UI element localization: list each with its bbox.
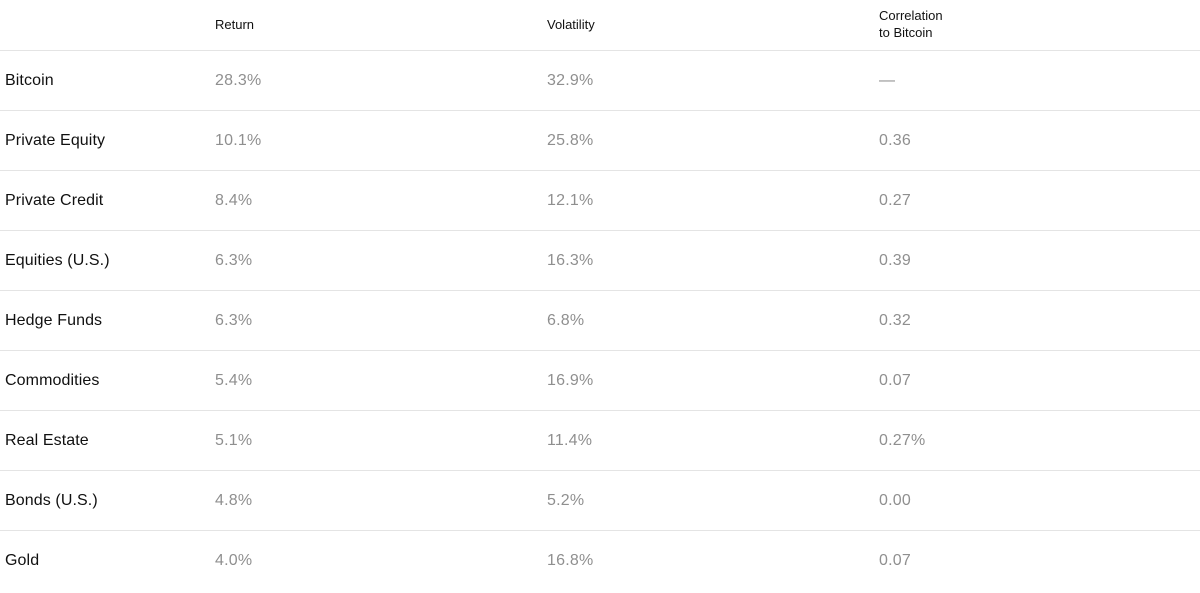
return-value: 28.3% xyxy=(215,71,262,89)
volatility-value: 11.4% xyxy=(547,431,593,449)
volatility-value: 16.8% xyxy=(547,552,594,569)
asset-name: Real Estate xyxy=(5,431,89,449)
table-row: Bonds (U.S.) 4.8% 5.2% 0.00 xyxy=(0,471,1200,531)
table-row: Private Equity 10.1% 25.8% 0.36 xyxy=(0,111,1200,171)
table-header-row: Return Volatility Correlation to Bitcoin xyxy=(0,0,1200,51)
volatility-value: 12.1% xyxy=(547,191,594,209)
asset-name: Private Equity xyxy=(5,131,106,149)
table-row: Equities (U.S.) 6.3% 16.3% 0.39 xyxy=(0,231,1200,291)
asset-name: Hedge Funds xyxy=(5,311,103,329)
table-row: Bitcoin 28.3% 32.9% — xyxy=(0,51,1200,111)
correlation-value: 0.27% xyxy=(879,431,926,449)
correlation-value: — xyxy=(879,71,896,89)
table-row: Real Estate 5.1% 11.4% 0.27% xyxy=(0,411,1200,471)
volatility-value: 16.3% xyxy=(547,251,594,269)
correlation-value: 0.07 xyxy=(879,552,911,569)
header-return: Return xyxy=(215,16,255,32)
correlation-value: 0.07 xyxy=(879,371,911,389)
volatility-value: 16.9% xyxy=(547,371,594,389)
correlation-value: 0.39 xyxy=(879,251,911,269)
header-correlation-to-bitcoin: Correlation to Bitcoin xyxy=(879,8,943,40)
volatility-value: 25.8% xyxy=(547,131,594,149)
return-value: 6.3% xyxy=(215,311,253,329)
asset-name: Bonds (U.S.) xyxy=(5,491,98,509)
header-volatility: Volatility xyxy=(547,16,595,32)
return-value: 8.4% xyxy=(215,191,253,209)
table-row: Gold 4.0% 16.8% 0.07 xyxy=(0,531,1200,591)
asset-name: Commodities xyxy=(5,371,100,389)
table-row: Commodities 5.4% 16.9% 0.07 xyxy=(0,351,1200,411)
asset-name: Bitcoin xyxy=(5,71,54,89)
return-value: 4.8% xyxy=(215,491,253,509)
correlation-value: 0.32 xyxy=(879,311,911,329)
correlation-value: 0.36 xyxy=(879,131,911,149)
return-value: 6.3% xyxy=(215,251,253,269)
return-value: 4.0% xyxy=(215,552,253,569)
return-value: 5.4% xyxy=(215,371,253,389)
correlation-value: 0.00 xyxy=(879,491,911,509)
asset-name: Private Credit xyxy=(5,191,104,209)
table-row: Hedge Funds 6.3% 6.8% 0.32 xyxy=(0,291,1200,351)
volatility-value: 6.8% xyxy=(547,311,585,329)
return-value: 5.1% xyxy=(215,431,253,449)
asset-name: Equities (U.S.) xyxy=(5,251,110,269)
table-row: Private Credit 8.4% 12.1% 0.27 xyxy=(0,171,1200,231)
volatility-value: 32.9% xyxy=(547,71,594,89)
correlation-value: 0.27 xyxy=(879,191,911,209)
asset-name: Gold xyxy=(5,552,40,569)
return-value: 10.1% xyxy=(215,131,262,149)
volatility-value: 5.2% xyxy=(547,491,585,509)
